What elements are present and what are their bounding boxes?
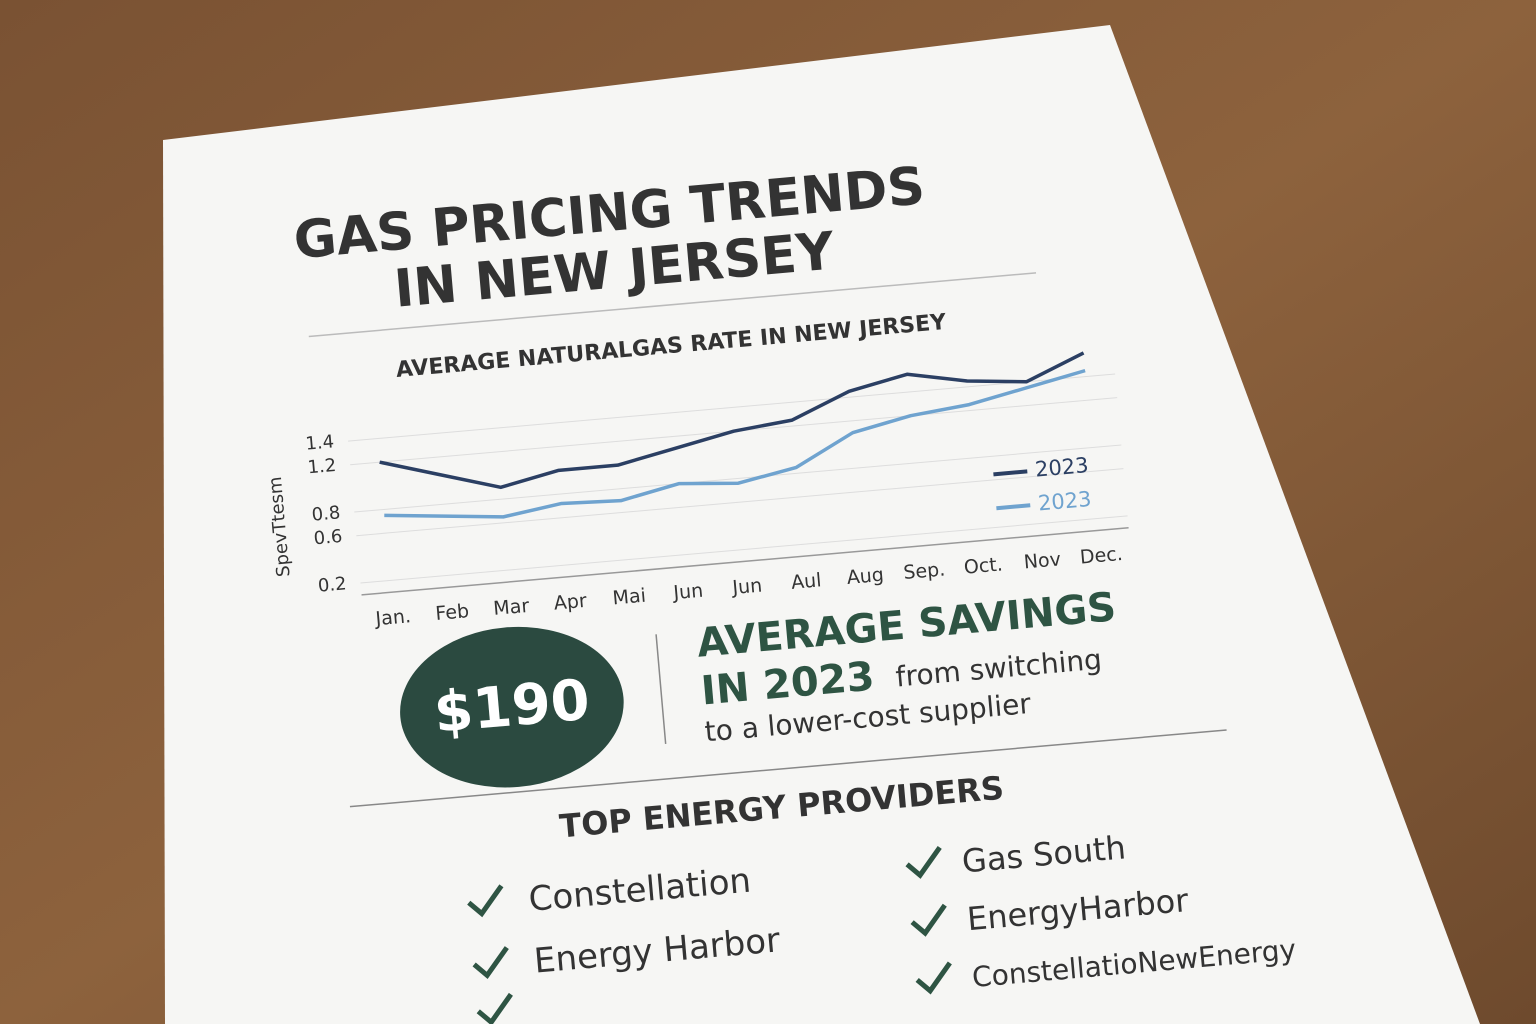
- x-axis: [361, 527, 1129, 596]
- x-tick-label: Aug: [846, 564, 885, 589]
- x-tick-label: Dec.: [1079, 543, 1124, 569]
- x-tick-label: Apr: [553, 590, 588, 615]
- legend-swatch: [996, 503, 1031, 511]
- check-icon: [476, 992, 513, 1024]
- y-tick-label: 0.8: [311, 502, 341, 525]
- x-tick-label: Aul: [790, 569, 822, 594]
- series-line: [379, 351, 1085, 490]
- x-tick-label: Mai: [612, 585, 647, 610]
- divider: [308, 272, 1037, 338]
- divider: [655, 634, 667, 744]
- series-line: [384, 368, 1086, 519]
- y-tick-label: 0.6: [313, 526, 343, 549]
- savings-amount: $190: [431, 668, 592, 746]
- y-tick-label: 1.2: [307, 455, 337, 478]
- x-tick-label: Feb: [435, 600, 470, 625]
- x-tick-label: Jun: [672, 580, 704, 605]
- savings-badge: [400, 626, 624, 788]
- grid-line: [348, 373, 1116, 442]
- legend-label: 2023: [1034, 453, 1089, 482]
- x-tick-label: Jun: [731, 574, 763, 599]
- legend-label: 2023: [1037, 487, 1092, 516]
- x-tick-label: Sep.: [902, 558, 946, 584]
- check-icon: [910, 903, 947, 937]
- grid-line: [360, 515, 1128, 584]
- grid-line: [354, 444, 1122, 513]
- x-tick-label: Nov: [1023, 548, 1062, 573]
- check-icon: [915, 961, 952, 995]
- check-icon: [467, 884, 504, 918]
- y-tick-label: 1.4: [305, 431, 335, 454]
- y-tick-label: 0.2: [317, 573, 347, 596]
- x-tick-label: Jan.: [374, 605, 412, 630]
- grid-line: [356, 468, 1124, 537]
- x-tick-label: Mar: [492, 595, 530, 620]
- check-icon: [905, 845, 942, 879]
- check-icon: [472, 946, 509, 980]
- divider: [349, 729, 1227, 808]
- x-tick-label: Oct.: [963, 553, 1004, 578]
- legend-swatch: [993, 469, 1028, 477]
